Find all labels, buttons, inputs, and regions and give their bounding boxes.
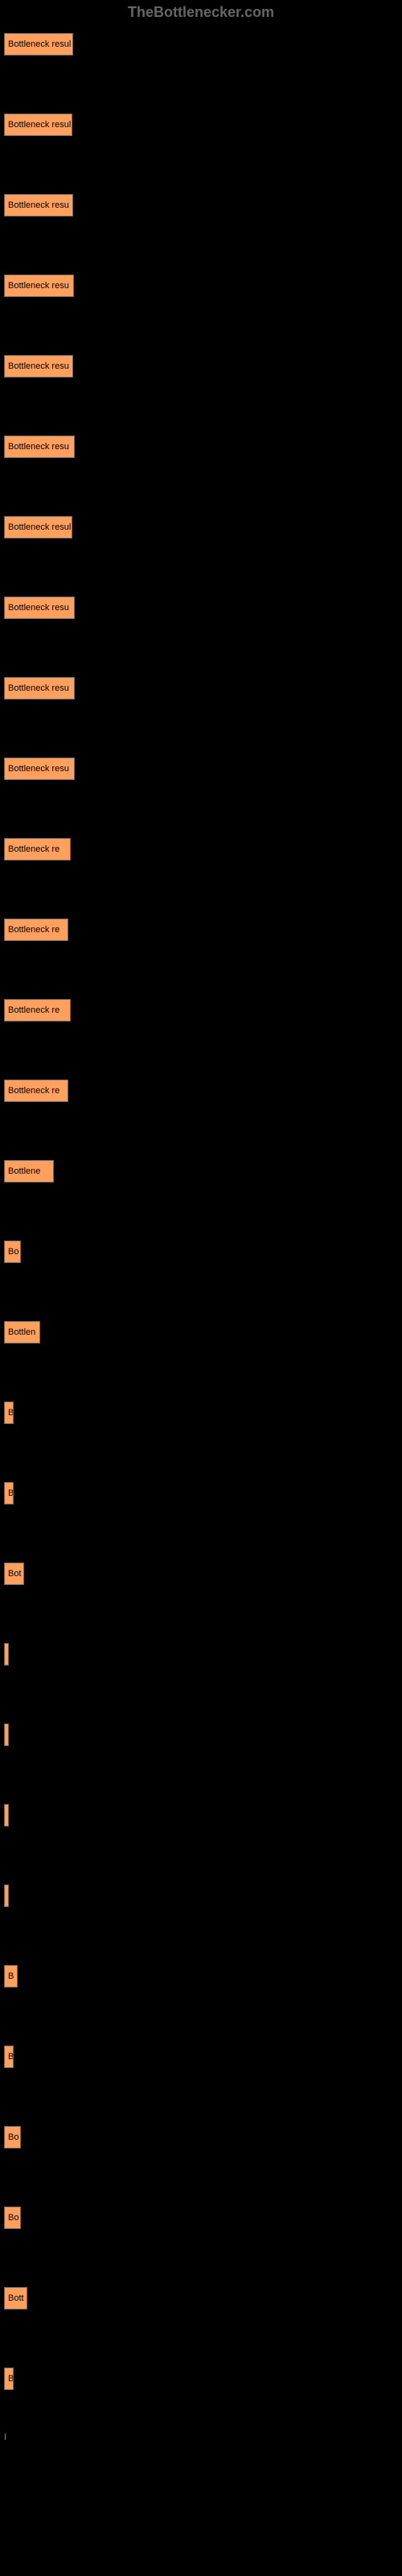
bar-row: Bottlen (4, 1321, 398, 1344)
chart-bar: Bottleneck resu (4, 275, 74, 297)
bar-row: Bottleneck re (4, 838, 398, 861)
bar-row: Bo (4, 2126, 398, 2149)
chart-bar: Bottleneck re (4, 838, 71, 861)
chart-bar: Bottleneck resu (4, 758, 75, 780)
bar-row: Bottleneck resu (4, 597, 398, 619)
bar-row: B (4, 1402, 398, 1424)
chart-bar: Bottleneck resu (4, 194, 73, 217)
chart-bar: B (4, 1402, 14, 1424)
site-header: TheBottlenecker.com (0, 0, 402, 25)
chart-bar (4, 1643, 9, 1666)
bar-row: B (4, 2368, 398, 2390)
chart-bar: Bottleneck resu (4, 355, 73, 378)
chart-bar: Bottleneck resul (4, 33, 73, 56)
site-title: TheBottlenecker.com (128, 4, 274, 20)
chart-bar: Bottleneck re (4, 999, 71, 1022)
chart-bar: Bo (4, 1241, 21, 1263)
bar-row: Bottleneck resu (4, 275, 398, 297)
chart-bar: Bottleneck re (4, 1080, 68, 1102)
bar-chart: Bottleneck resul Bottleneck resul Bottlene… (0, 25, 402, 2456)
bar-row: Bottleneck re (4, 919, 398, 941)
chart-bar: Bo (4, 2207, 21, 2229)
chart-bar: Bottleneck resu (4, 597, 75, 619)
chart-bar: B (4, 1965, 18, 1988)
chart-bar: Bottlene (4, 1160, 54, 1183)
bar-row: Bottleneck resu (4, 758, 398, 780)
bar-row: Bo (4, 2207, 398, 2229)
chart-bar (4, 1724, 9, 1746)
bar-row: Bottleneck resu (4, 194, 398, 217)
chart-bar: Bo (4, 2126, 21, 2149)
bar-row: Bottleneck resul (4, 516, 398, 539)
chart-bar (4, 1885, 9, 1907)
bar-row (4, 1804, 398, 1827)
chart-bar: Bottlen (4, 1321, 40, 1344)
chart-bar: Bottleneck resul (4, 114, 72, 136)
bar-row (4, 1724, 398, 1746)
bar-row (4, 1643, 398, 1666)
bar-row: Bot (4, 1563, 398, 1585)
chart-bar: Bott (4, 2287, 27, 2310)
bar-row: Bottleneck resul (4, 33, 398, 56)
chart-bar (4, 1804, 9, 1827)
chart-bar: B (4, 1482, 14, 1505)
bar-row (4, 1885, 398, 1907)
chart-bar: Bot (4, 1563, 24, 1585)
chart-bar: B (4, 2046, 14, 2068)
bar-row: B (4, 2046, 398, 2068)
bar-row: Bottleneck re (4, 1080, 398, 1102)
bar-row: Bo (4, 1241, 398, 1263)
axis-tick (5, 2434, 6, 2440)
bar-row: Bottleneck resul (4, 114, 398, 136)
bar-row: Bottleneck re (4, 999, 398, 1022)
bar-row: Bottleneck resu (4, 355, 398, 378)
bar-row: B (4, 1965, 398, 1988)
chart-bar: Bottleneck resu (4, 436, 75, 458)
bar-row: Bottleneck resu (4, 436, 398, 458)
bar-row: B (4, 1482, 398, 1505)
bar-row: Bott (4, 2287, 398, 2310)
chart-bar: Bottleneck resu (4, 677, 75, 700)
chart-bar: B (4, 2368, 14, 2390)
chart-bar: Bottleneck re (4, 919, 68, 941)
bar-row: Bottleneck resu (4, 677, 398, 700)
bar-row: Bottlene (4, 1160, 398, 1183)
chart-bar: Bottleneck resul (4, 516, 72, 539)
